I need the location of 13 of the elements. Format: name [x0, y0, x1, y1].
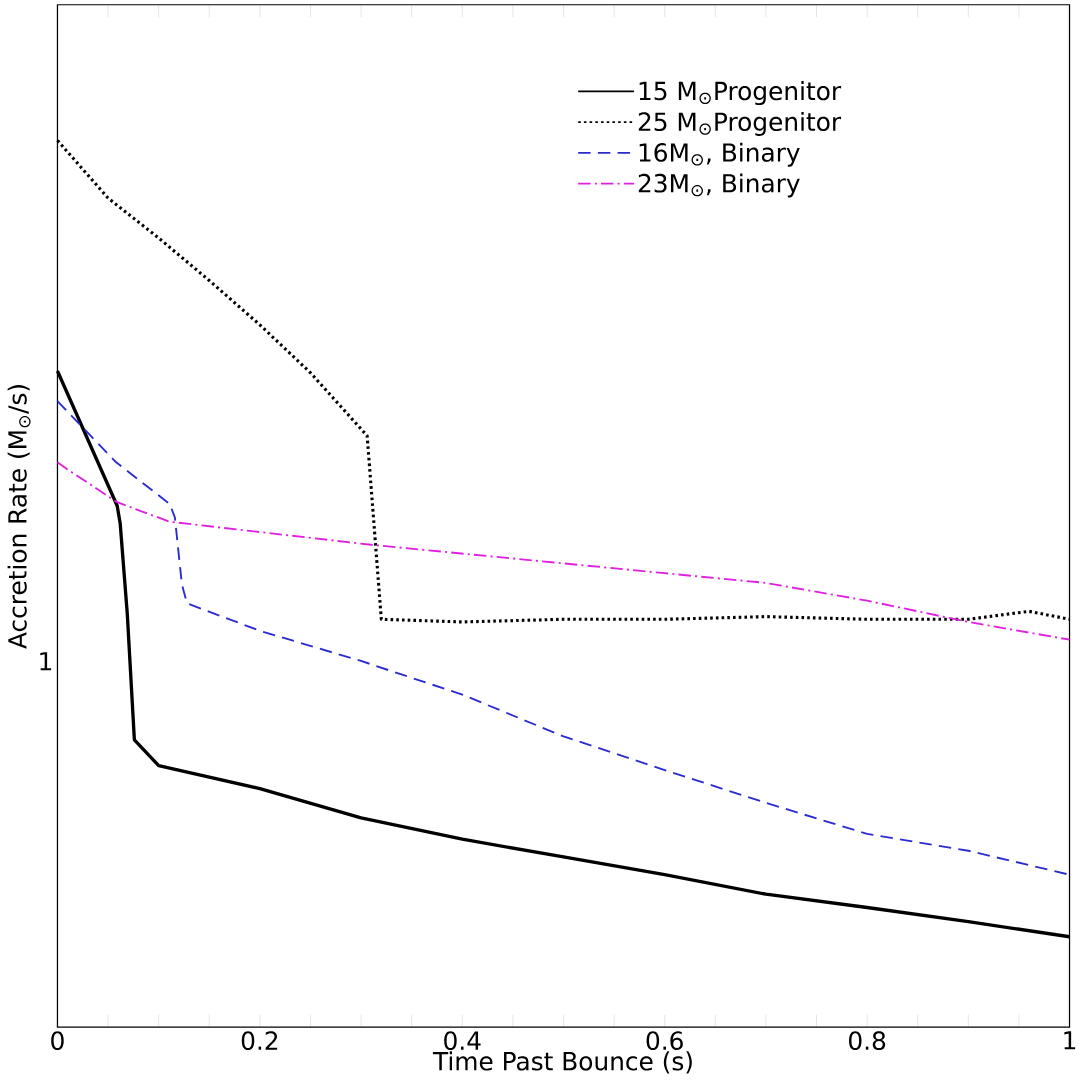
x-tick-label: 0.2 [241, 1031, 278, 1051]
y-axis-title: Accretion Rate (M$_{⊙}$/s) [7, 385, 31, 649]
legend-label: 15 M$_{⊙}$Progenitor [639, 81, 842, 106]
legend-label: 25 M$_{⊙}$Progenitor [638, 111, 842, 136]
x-tick-label: 1 [1064, 1031, 1076, 1050]
x-tick-label: 0.8 [849, 1031, 886, 1051]
x-tick-label: 0.6 [646, 1031, 683, 1051]
x-tick-label: 0 [51, 1031, 64, 1051]
legend-label: 16M$_{⊙}$, Binary [639, 142, 800, 167]
x-axis-title: Time Past Bounce (s) [432, 1051, 692, 1074]
legend-label: 23M$_{⊙}$, Binary [638, 173, 800, 198]
x-tick-label: 0.4 [444, 1031, 481, 1051]
text: 1 [40, 652, 52, 671]
